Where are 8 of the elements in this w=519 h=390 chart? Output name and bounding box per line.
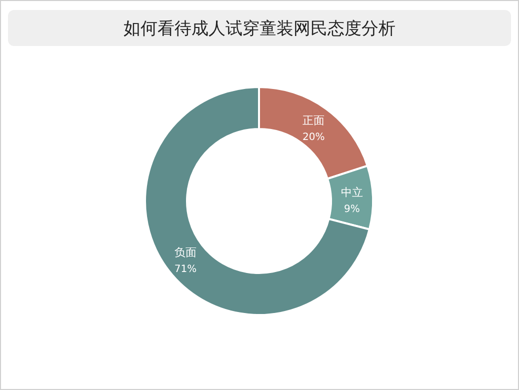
slice-label: 中立 <box>340 186 363 200</box>
donut-slice <box>144 86 370 316</box>
data-label: 71% <box>174 264 197 275</box>
slice-label: 正面 <box>302 114 325 127</box>
data-label: 20% <box>302 132 325 143</box>
chart-title: 如何看待成人试穿童装网民态度分析 <box>124 19 396 39</box>
data-label: 9% <box>344 204 360 216</box>
slice-label: 负面 <box>174 246 197 259</box>
